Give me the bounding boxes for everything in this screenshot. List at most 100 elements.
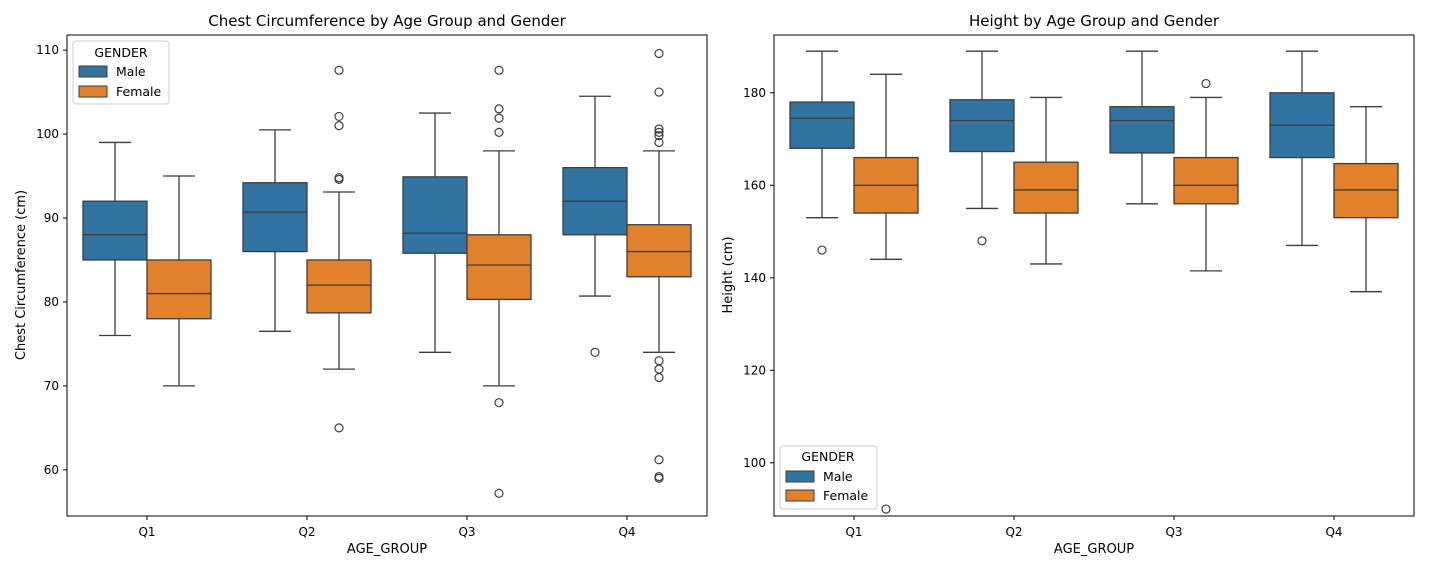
legend-swatch-male — [785, 470, 815, 483]
chest-circumference-chart: Chest Circumference by Age Group and Gen… — [14, 12, 708, 557]
box-male-q3 — [402, 112, 468, 353]
box-iqr — [949, 99, 1015, 153]
chart-title: Chest Circumference by Age Group and Gen… — [208, 12, 566, 30]
box-iqr — [402, 176, 468, 254]
outlier-point — [334, 423, 344, 433]
outlier-point — [654, 372, 664, 383]
box-iqr — [1013, 161, 1079, 214]
box-female-q3 — [1173, 78, 1239, 272]
outlier-point — [654, 131, 664, 141]
box-iqr — [306, 259, 372, 314]
plot-area: 100 120 140 160 180 Q1 Q2 Q3 Q4 — [743, 50, 1399, 539]
x-tick-label: Q4 — [618, 525, 635, 539]
outlier-point — [494, 127, 504, 137]
legend-swatch-female — [785, 489, 815, 502]
outlier-point — [654, 48, 664, 59]
legend-swatch-female — [78, 85, 108, 98]
outlier-point — [654, 87, 664, 97]
outlier-point — [494, 398, 504, 408]
y-axis-label: Height (cm) — [721, 236, 736, 313]
legend: GENDER Male Female — [779, 445, 878, 510]
legend-label-male: Male — [116, 64, 146, 79]
plot-area: 60 70 80 90 100 110 Q1 Q2 Q3 Q4 — [36, 43, 692, 539]
legend-title: GENDER — [94, 45, 147, 60]
outlier-point — [494, 104, 504, 114]
outlier-point — [654, 455, 664, 465]
y-tick-label: 100 — [36, 127, 59, 141]
outlier-point — [817, 245, 827, 255]
legend-title: GENDER — [801, 449, 854, 464]
x-axis-label: AGE_GROUP — [347, 542, 427, 557]
outlier-point — [654, 137, 664, 148]
outlier-point — [654, 356, 664, 366]
outlier-point — [654, 471, 664, 482]
box-female-q1 — [146, 175, 212, 387]
y-tick-label: 140 — [743, 271, 766, 285]
y-tick-label: 120 — [743, 363, 766, 377]
y-tick-label: 60 — [44, 463, 59, 477]
box-female-q1 — [853, 73, 919, 514]
x-tick-label: Q1 — [845, 525, 862, 539]
box-male-q1 — [82, 141, 148, 337]
outlier-point — [654, 124, 664, 134]
box-iqr — [82, 200, 148, 261]
y-axis-label: Chest Circumference (cm) — [14, 190, 29, 360]
box-female-q4 — [626, 48, 692, 483]
chart-title: Height by Age Group and Gender — [969, 12, 1220, 30]
box-iqr — [242, 182, 308, 253]
box-iqr — [626, 224, 692, 278]
y-tick-label: 110 — [36, 43, 59, 57]
x-tick-label: Q2 — [298, 525, 315, 539]
box-iqr — [789, 101, 855, 149]
outlier-point — [334, 173, 344, 183]
box-female-q4 — [1333, 106, 1399, 293]
outlier-point — [590, 347, 600, 357]
y-tick-label: 90 — [44, 211, 59, 225]
box-female-q3 — [466, 65, 532, 498]
box-iqr — [466, 234, 532, 301]
legend-label-female: Female — [116, 84, 162, 99]
outlier-point — [977, 236, 987, 246]
box-iqr — [146, 259, 212, 320]
x-tick-label: Q1 — [138, 525, 155, 539]
box-male-q4 — [1269, 50, 1335, 247]
height-chart: Height by Age Group and Gender AGE_GROUP… — [721, 12, 1415, 557]
x-tick-label: Q3 — [458, 525, 475, 539]
outlier-point — [334, 65, 344, 75]
y-tick-label: 160 — [743, 178, 766, 192]
outlier-point — [494, 113, 504, 123]
outlier-point — [334, 111, 344, 122]
plot-frame — [773, 34, 1415, 517]
outlier-point — [1201, 78, 1211, 89]
box-male-q4 — [562, 95, 628, 357]
outlier-point — [881, 504, 891, 514]
y-tick-label: 80 — [44, 295, 59, 309]
x-axis-label: AGE_GROUP — [1054, 542, 1134, 557]
box-iqr — [1333, 162, 1399, 219]
box-male-q2 — [242, 129, 308, 332]
outlier-point — [494, 488, 504, 498]
legend-label-female: Female — [823, 488, 869, 503]
box-iqr — [1173, 156, 1239, 205]
box-iqr — [1109, 106, 1175, 154]
y-tick-label: 180 — [743, 86, 766, 100]
outlier-point — [654, 127, 664, 137]
box-female-q2 — [1013, 96, 1079, 265]
outlier-point — [494, 65, 504, 75]
box-male-q2 — [949, 50, 1015, 246]
y-tick-label: 100 — [743, 456, 766, 470]
legend-swatch-male — [78, 65, 108, 78]
outlier-point — [334, 121, 344, 131]
box-female-q2 — [306, 65, 372, 433]
plot-frame — [66, 34, 708, 517]
legend: GENDER Male Female — [72, 40, 170, 105]
x-tick-label: Q4 — [1325, 525, 1342, 539]
legend-label-male: Male — [823, 469, 853, 484]
x-tick-label: Q3 — [1165, 525, 1182, 539]
outlier-point — [654, 364, 664, 374]
box-male-q1 — [789, 50, 855, 255]
box-male-q3 — [1109, 50, 1175, 205]
y-tick-label: 70 — [44, 379, 59, 393]
x-tick-label: Q2 — [1005, 525, 1022, 539]
